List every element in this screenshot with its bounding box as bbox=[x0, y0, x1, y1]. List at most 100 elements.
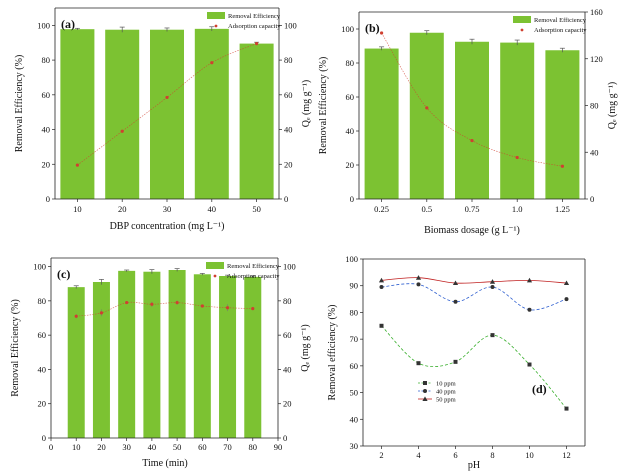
bar bbox=[364, 48, 399, 199]
y-tick-label-right: 0 bbox=[283, 433, 287, 443]
y-axis-label-right: Qₑ (mg g⁻¹) bbox=[300, 324, 311, 372]
x-tick-label: 10 bbox=[525, 450, 534, 460]
legend-label: 50 ppm bbox=[436, 397, 456, 404]
legend-label: 10 ppm bbox=[436, 381, 456, 388]
y-tick-label-right: 80 bbox=[590, 101, 599, 111]
y-tick-label-right: 0 bbox=[590, 194, 594, 204]
y-tick-label-left: 20 bbox=[38, 399, 47, 409]
adsorption-point bbox=[380, 31, 384, 35]
y-tick-label-left: 40 bbox=[42, 125, 51, 135]
y-tick-label: 30 bbox=[350, 441, 359, 451]
x-tick-label: 50 bbox=[252, 204, 261, 214]
bar bbox=[193, 274, 211, 438]
legend-line-label: Adsorption capacity bbox=[227, 273, 280, 280]
y-tick-label-left: 0 bbox=[42, 433, 46, 443]
panel-0: 10 20 30 40 50020406080100020406080100Remova… bbox=[14, 7, 312, 232]
y-axis-label-right: Qₑ (mg g⁻¹) bbox=[301, 80, 312, 128]
data-point bbox=[490, 285, 495, 290]
legend-line-swatch bbox=[214, 24, 218, 28]
y-tick-label-left: 80 bbox=[42, 55, 51, 65]
y-tick-label: 80 bbox=[350, 307, 359, 317]
y-tick-label-left: 60 bbox=[346, 92, 355, 102]
x-tick-label: 0.25 bbox=[374, 204, 389, 214]
y-axis-label-left: Removal Efficiency (%) bbox=[10, 299, 21, 397]
y-tick-label-left: 80 bbox=[346, 58, 355, 68]
panel-label: (c) bbox=[57, 267, 70, 281]
y-tick-label: 40 bbox=[350, 414, 359, 424]
series-line-2 bbox=[381, 277, 567, 284]
y-axis-label-right: Qₑ (mg g⁻¹) bbox=[607, 82, 618, 130]
adsorption-point bbox=[150, 302, 154, 306]
adsorption-line bbox=[76, 301, 253, 317]
bar bbox=[92, 282, 110, 438]
data-point bbox=[378, 277, 385, 283]
y-tick-label-right: 120 bbox=[590, 54, 603, 64]
legend-marker bbox=[422, 396, 428, 401]
y-tick-label-left: 40 bbox=[38, 364, 47, 374]
data-point bbox=[416, 282, 421, 287]
bar bbox=[105, 29, 140, 200]
y-tick-label-left: 100 bbox=[33, 262, 46, 272]
y-tick-label-left: 0 bbox=[46, 194, 50, 204]
x-tick-label: 60 bbox=[198, 442, 207, 452]
x-tick-label: 6 bbox=[453, 450, 457, 460]
bar bbox=[168, 270, 186, 438]
bar bbox=[118, 270, 136, 438]
legend-line-swatch bbox=[520, 28, 524, 32]
x-tick-label: 2 bbox=[379, 450, 383, 460]
legend-line-label: Adsorption capacity bbox=[534, 27, 587, 34]
legend-bar-swatch bbox=[513, 16, 531, 23]
data-point bbox=[416, 361, 421, 366]
legend-marker bbox=[423, 381, 427, 385]
data-point bbox=[526, 277, 533, 283]
adsorption-point bbox=[200, 304, 204, 308]
bar bbox=[545, 50, 580, 199]
adsorption-point bbox=[175, 300, 179, 305]
x-tick-label: 80 bbox=[249, 442, 258, 452]
x-tick-label: 1.0 bbox=[512, 204, 523, 214]
data-point bbox=[379, 323, 384, 328]
x-tick-label: 70 bbox=[223, 442, 232, 452]
panel-3: 30 40 50 60 70 80 90 100 2 4 6 8 10 12 Removal efficie… bbox=[327, 254, 586, 471]
y-tick-label-right: 40 bbox=[284, 125, 293, 135]
data-point bbox=[490, 333, 495, 338]
y-tick-label-left: 0 bbox=[350, 194, 354, 204]
panel-2: 0 10 20 30 40 50 60 70 80 90020406080100020406080… bbox=[10, 257, 311, 469]
y-axis-label: Removal efficiency (%) bbox=[327, 305, 338, 401]
y-tick-label: 70 bbox=[350, 334, 359, 344]
adsorption-point bbox=[74, 314, 78, 318]
data-point bbox=[564, 406, 569, 411]
y-tick-label-left: 80 bbox=[38, 296, 47, 306]
legend-bar-swatch bbox=[207, 12, 225, 19]
legend-label: 40 ppm bbox=[436, 389, 456, 396]
y-tick-label-left: 60 bbox=[42, 90, 51, 100]
panel-label: (d) bbox=[532, 382, 547, 396]
x-tick-label: 0 bbox=[49, 442, 53, 452]
legend-line-label: Adsorption capacity bbox=[228, 23, 281, 30]
y-tick-label-left: 20 bbox=[42, 159, 51, 169]
data-point bbox=[379, 285, 384, 290]
x-axis-label: pH bbox=[468, 460, 480, 471]
data-point bbox=[453, 299, 458, 304]
bar bbox=[455, 41, 489, 199]
adsorption-line bbox=[77, 43, 257, 166]
adsorption-point bbox=[470, 138, 474, 143]
series-line-1 bbox=[381, 283, 567, 311]
y-tick-label-right: 100 bbox=[284, 20, 297, 30]
data-point bbox=[452, 280, 459, 286]
adsorption-point bbox=[251, 306, 255, 311]
y-tick-label-right: 20 bbox=[284, 159, 293, 169]
legend-bar-swatch bbox=[206, 262, 224, 269]
bar bbox=[143, 271, 161, 438]
x-tick-label: 40 bbox=[208, 204, 217, 214]
legend-bar-label: Removal Efficiency bbox=[227, 263, 280, 270]
adsorption-point bbox=[165, 95, 169, 100]
bar bbox=[60, 29, 95, 199]
x-tick-label: 40 bbox=[148, 442, 157, 452]
x-tick-label: 10 bbox=[73, 204, 82, 214]
y-tick-label-right: 100 bbox=[283, 262, 296, 272]
legend-marker bbox=[423, 389, 427, 393]
bar bbox=[67, 287, 85, 438]
bar bbox=[194, 28, 229, 199]
